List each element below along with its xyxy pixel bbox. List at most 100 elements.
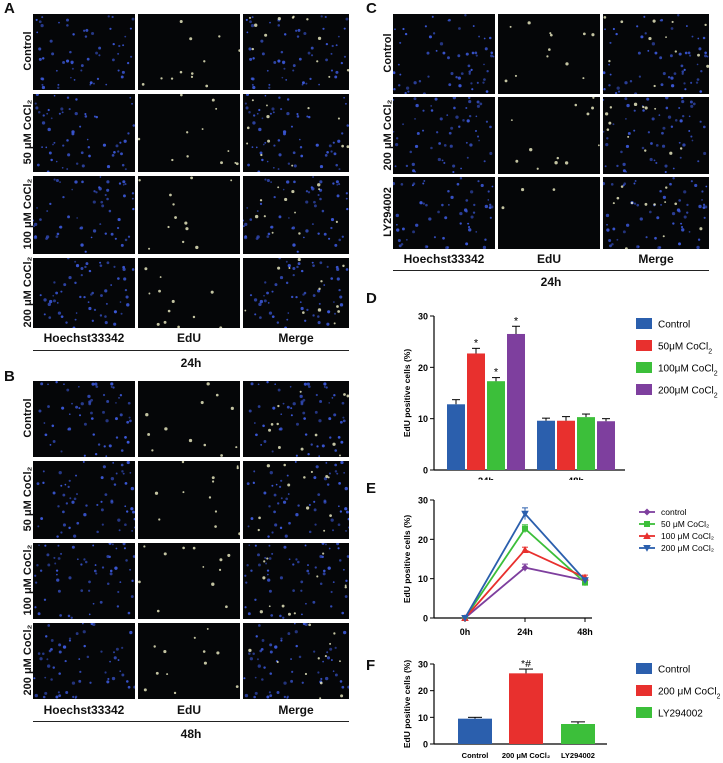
cell-nucleus	[317, 657, 320, 660]
cell-nucleus	[268, 605, 271, 608]
cell-nucleus	[291, 227, 294, 230]
cell-nucleus	[323, 232, 327, 236]
cell-nucleus	[144, 267, 148, 271]
cell-nucleus	[84, 35, 88, 38]
cell-nucleus	[277, 186, 280, 189]
cell-nucleus	[34, 574, 37, 577]
cell-nucleus	[655, 161, 658, 164]
cell-nucleus	[313, 650, 316, 653]
cell-nucleus	[484, 47, 488, 51]
cell-nucleus	[264, 281, 267, 284]
cell-nucleus	[334, 470, 338, 473]
cell-nucleus	[438, 142, 442, 145]
micrograph-texture	[501, 188, 556, 210]
cell-nucleus	[662, 71, 666, 76]
cell-nucleus	[71, 402, 73, 405]
cell-nucleus	[129, 96, 132, 99]
cell-nucleus	[334, 449, 338, 452]
cell-nucleus	[84, 560, 88, 564]
cell-nucleus	[653, 84, 656, 88]
cell-nucleus	[258, 127, 262, 132]
cell-nucleus	[121, 673, 125, 677]
cell-nucleus	[243, 235, 248, 240]
cell-nucleus	[332, 141, 335, 144]
cell-nucleus	[264, 94, 267, 97]
cell-nucleus	[78, 658, 81, 660]
cell-nucleus	[422, 92, 426, 94]
cell-nucleus	[75, 312, 78, 314]
cell-nucleus	[489, 216, 492, 219]
cell-nucleus	[633, 109, 636, 112]
cell-nucleus	[115, 647, 119, 651]
cell-nucleus	[61, 111, 64, 114]
cell-nucleus	[33, 225, 35, 228]
micrograph-texture	[138, 94, 239, 166]
cell-nucleus	[254, 676, 257, 679]
cell-nucleus	[190, 75, 194, 79]
cell-nucleus	[37, 525, 40, 528]
micrograph-texture	[38, 381, 132, 457]
cell-nucleus	[330, 150, 333, 153]
cell-nucleus	[344, 507, 348, 511]
cell-nucleus	[480, 183, 484, 188]
cell-nucleus	[343, 393, 346, 396]
cell-nucleus	[243, 677, 246, 680]
cell-nucleus	[633, 129, 636, 132]
micrograph-b-50-merge	[243, 461, 349, 539]
cell-nucleus	[329, 647, 333, 651]
cell-nucleus	[326, 150, 329, 154]
cell-nucleus	[285, 281, 289, 285]
cell-nucleus	[117, 590, 120, 594]
cell-nucleus	[487, 199, 490, 201]
cell-nucleus	[460, 167, 463, 170]
cell-nucleus	[673, 72, 677, 75]
cell-nucleus	[112, 42, 115, 46]
cell-nucleus	[91, 382, 95, 386]
cell-nucleus	[235, 162, 239, 166]
cell-nucleus	[62, 60, 66, 64]
cell-nucleus	[661, 131, 664, 135]
cell-nucleus	[302, 411, 306, 415]
cell-nucleus	[246, 31, 249, 34]
cell-nucleus	[104, 671, 107, 674]
cell-nucleus	[328, 472, 331, 475]
cell-nucleus	[248, 409, 252, 413]
cell-nucleus	[253, 422, 256, 424]
cell-nucleus	[129, 568, 131, 571]
micrograph-b-50-hoechst	[33, 461, 135, 539]
cell-nucleus	[248, 110, 251, 114]
cell-nucleus	[335, 265, 339, 269]
cell-nucleus	[92, 229, 97, 233]
cell-nucleus	[263, 440, 267, 443]
cell-nucleus	[312, 600, 316, 604]
cell-nucleus	[413, 81, 417, 85]
cell-nucleus	[252, 481, 256, 484]
micrograph-texture	[393, 97, 493, 174]
cell-nucleus	[76, 521, 80, 525]
cell-nucleus	[120, 152, 123, 156]
cell-nucleus	[75, 405, 79, 409]
cell-nucleus	[314, 523, 317, 526]
cell-nucleus	[622, 184, 625, 187]
cell-nucleus	[200, 400, 204, 405]
cell-nucleus	[277, 24, 280, 27]
significance-mark: *#	[521, 658, 531, 670]
cell-nucleus	[298, 57, 302, 61]
cell-nucleus	[319, 399, 323, 403]
cell-nucleus	[220, 454, 223, 457]
cell-nucleus	[474, 51, 478, 55]
cell-nucleus	[249, 57, 253, 61]
cell-nucleus	[620, 185, 624, 188]
cell-nucleus	[109, 572, 113, 576]
x-tick-label: 200 μM CoCl₂	[502, 751, 550, 760]
cell-nucleus	[620, 20, 624, 24]
cell-nucleus	[460, 72, 464, 75]
cell-nucleus	[333, 152, 337, 156]
cell-nucleus	[64, 659, 67, 663]
cell-nucleus	[273, 493, 277, 497]
cell-nucleus	[325, 42, 329, 46]
cell-nucleus	[310, 54, 314, 57]
cell-nucleus	[85, 262, 89, 266]
